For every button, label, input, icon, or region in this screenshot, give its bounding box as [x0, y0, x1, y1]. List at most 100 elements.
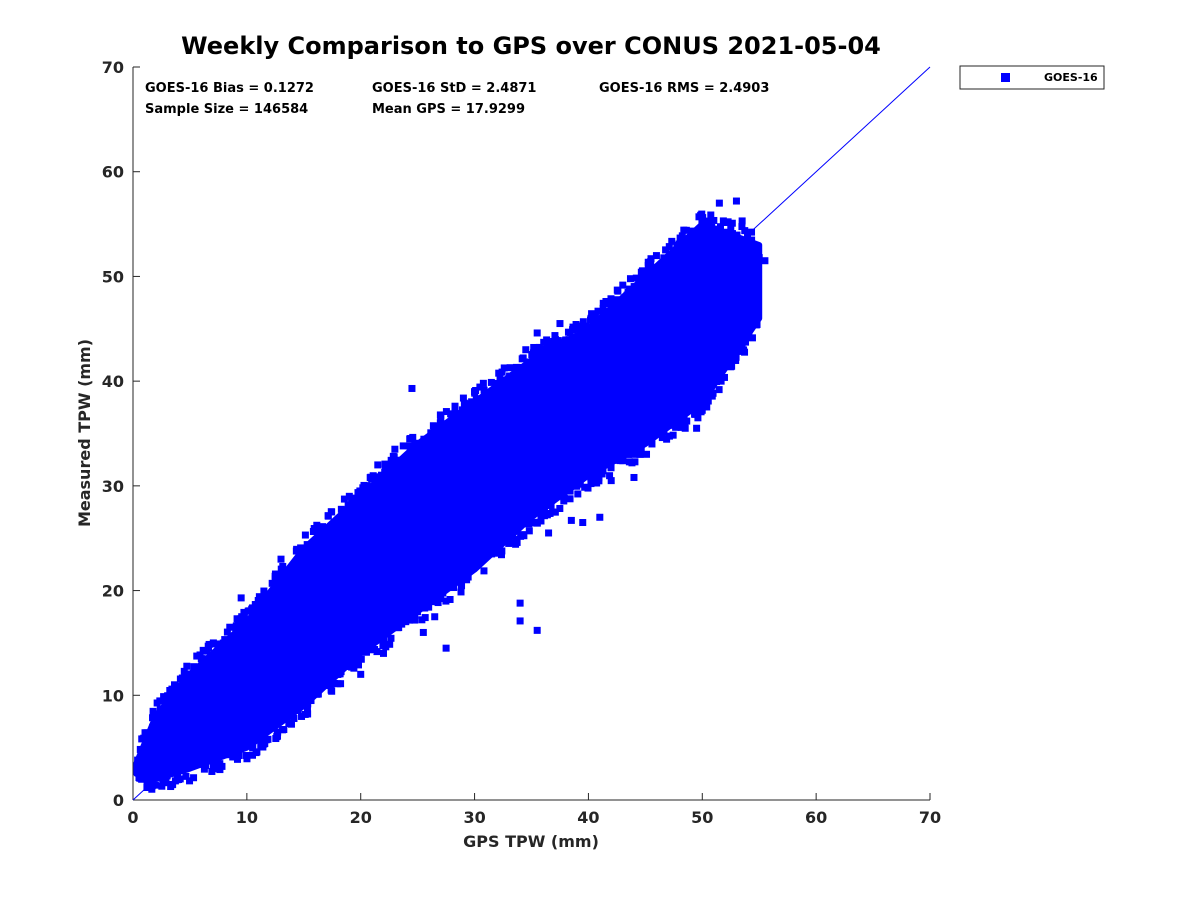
scatter-point-outlier — [533, 329, 541, 337]
scatter-point — [450, 539, 458, 547]
scatter-point — [741, 294, 749, 302]
scatter-point — [238, 640, 246, 648]
scatter-point — [395, 456, 403, 464]
scatter-point — [176, 675, 184, 683]
scatter-point — [723, 218, 731, 226]
scatter-point — [368, 489, 376, 497]
scatter-point — [219, 686, 227, 694]
scatter-point — [302, 678, 310, 686]
scatter-point — [500, 364, 508, 372]
scatter-point-outlier — [658, 283, 666, 291]
scatter-point — [243, 755, 251, 763]
scatter-point — [200, 761, 208, 769]
scatter-point — [506, 364, 514, 372]
scatter-point-outlier — [419, 628, 427, 636]
scatter-point — [162, 776, 170, 784]
scatter-point — [149, 723, 157, 731]
scatter-point — [748, 334, 756, 342]
scatter-point — [240, 608, 248, 616]
scatter-point — [505, 387, 513, 395]
scatter-point — [643, 268, 651, 276]
scatter-point — [356, 497, 364, 505]
scatter-point — [405, 442, 413, 450]
scatter-point — [307, 546, 315, 554]
scatter-point — [556, 504, 564, 512]
y-tick-label: 60 — [102, 163, 124, 182]
scatter-point — [371, 632, 379, 640]
scatter-point — [579, 318, 587, 326]
scatter-point — [576, 451, 584, 459]
scatter-point — [668, 237, 676, 245]
scatter-point — [427, 596, 435, 604]
scatter-point — [491, 454, 499, 462]
scatter-point — [148, 782, 156, 790]
scatter-point — [745, 333, 753, 341]
scatter-point — [675, 345, 683, 353]
scatter-point — [276, 598, 284, 606]
scatter-point — [413, 458, 421, 466]
scatter-point — [328, 508, 336, 516]
scatter-point — [578, 379, 586, 387]
scatter-point — [595, 474, 603, 482]
scatter-point — [378, 505, 386, 513]
legend-box — [959, 65, 1105, 90]
scatter-point — [242, 639, 250, 647]
scatter-point — [288, 627, 296, 635]
scatter-point — [420, 435, 428, 443]
scatter-point — [190, 774, 198, 782]
scatter-point — [638, 270, 646, 278]
scatter-point — [437, 412, 445, 420]
scatter-point — [631, 458, 639, 466]
scatter-point — [512, 540, 520, 548]
scatter-point-outlier — [505, 539, 513, 547]
scatter-point — [290, 714, 298, 722]
scatter-point — [623, 436, 631, 444]
scatter-point — [602, 367, 610, 375]
scatter-point — [391, 483, 399, 491]
scatter-point — [614, 408, 622, 416]
scatter-point-outlier — [237, 594, 245, 602]
scatter-point — [589, 470, 597, 478]
scatter-point — [411, 616, 419, 624]
scatter-point — [613, 452, 621, 460]
scatter-point — [286, 669, 294, 677]
scatter-point — [720, 373, 728, 381]
scatter-point — [386, 640, 394, 648]
scatter-point — [631, 361, 639, 369]
scatter-point — [442, 408, 450, 416]
scatter-point — [531, 351, 539, 359]
scatter-point — [493, 549, 501, 557]
scatter-point — [668, 304, 676, 312]
scatter-point — [145, 760, 153, 768]
scatter-point — [510, 480, 518, 488]
scatter-point — [607, 464, 615, 472]
scatter-point — [727, 224, 735, 232]
scatter-point-outlier — [710, 314, 718, 322]
scatter-point — [741, 227, 749, 235]
scatter-point — [719, 266, 727, 274]
scatter-point — [551, 343, 559, 351]
scatter-point — [149, 707, 157, 715]
y-tick-label: 0 — [113, 791, 124, 810]
x-tick-label: 10 — [236, 808, 258, 827]
scatter-point — [199, 700, 207, 708]
scatter-point — [151, 761, 159, 769]
scatter-point — [266, 667, 274, 675]
scatter-point — [595, 467, 603, 475]
scatter-point — [539, 382, 547, 390]
scatter-point — [585, 347, 593, 355]
scatter-point — [630, 283, 638, 291]
scatter-point — [323, 586, 331, 594]
scatter-point — [180, 746, 188, 754]
scatter-point — [229, 753, 237, 761]
x-tick-label: 50 — [691, 808, 713, 827]
scatter-point — [457, 588, 465, 596]
scatter-point — [458, 489, 466, 497]
scatter-point — [232, 624, 240, 632]
scatter-point-outlier — [607, 477, 615, 485]
scatter-point — [543, 343, 551, 351]
scatter-point — [277, 565, 285, 573]
scatter-point — [553, 347, 561, 355]
scatter-point — [427, 429, 435, 437]
scatter-point — [643, 450, 651, 458]
